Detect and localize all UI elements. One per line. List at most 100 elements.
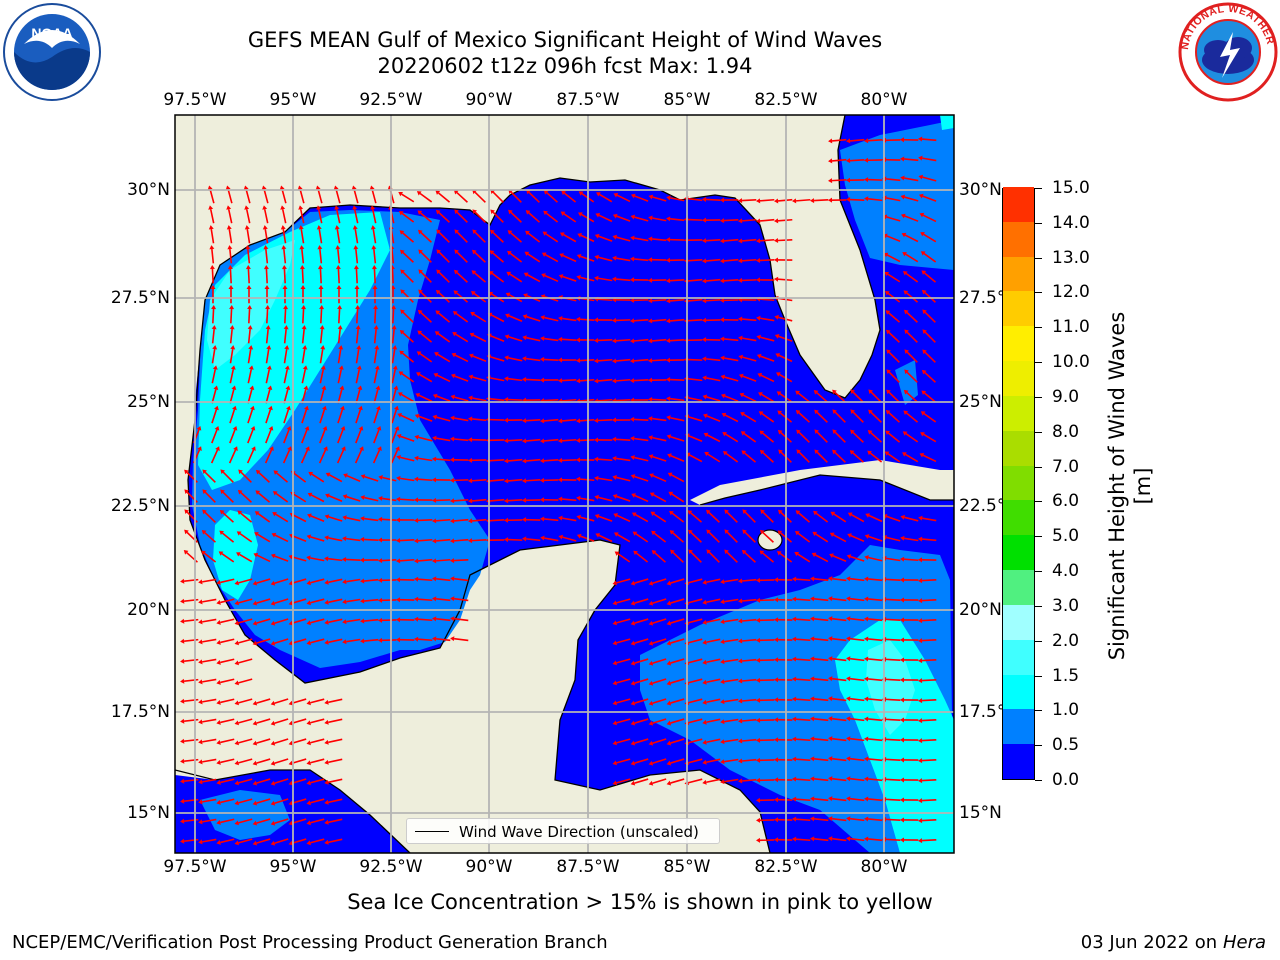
wave-direction-arrowhead bbox=[900, 717, 905, 723]
wave-direction-arrowhead bbox=[400, 309, 405, 315]
wave-direction-arrow bbox=[453, 498, 469, 502]
wave-direction-arrow bbox=[762, 511, 774, 523]
wave-direction-arrow bbox=[266, 308, 269, 324]
wave-direction-arrow bbox=[688, 435, 703, 442]
wave-direction-arrowhead bbox=[303, 385, 309, 391]
wave-direction-arrowhead bbox=[198, 839, 203, 845]
wave-direction-arrow bbox=[849, 577, 865, 582]
wave-direction-arrow bbox=[834, 411, 846, 423]
wave-direction-arrowhead bbox=[828, 756, 833, 762]
wave-direction-arrowhead bbox=[666, 680, 672, 686]
wave-direction-arrow bbox=[670, 678, 685, 684]
wave-direction-arrowhead bbox=[576, 254, 582, 259]
wave-direction-arrowhead bbox=[666, 760, 672, 766]
wave-direction-arrow bbox=[706, 678, 721, 684]
wave-direction-arrowhead bbox=[522, 438, 527, 444]
colorbar-tick-label: 15.0 bbox=[1052, 178, 1090, 198]
wave-direction-arrowhead bbox=[371, 265, 377, 270]
colorbar-band bbox=[1003, 604, 1034, 640]
wave-direction-arrow bbox=[634, 718, 649, 724]
wave-direction-arrow bbox=[293, 472, 307, 483]
wave-direction-arrowhead bbox=[432, 456, 437, 462]
wave-direction-arrow bbox=[240, 471, 252, 483]
wave-direction-arrow bbox=[256, 578, 271, 584]
wave-direction-arrowhead bbox=[814, 409, 819, 415]
colorbar-band bbox=[1003, 534, 1034, 571]
wave-direction-arrowhead bbox=[810, 656, 815, 662]
wave-direction-arrowhead bbox=[828, 197, 833, 203]
y-tick-label-right: 22.5° bbox=[959, 496, 1006, 516]
wave-direction-arrowhead bbox=[724, 529, 729, 534]
wave-direction-arrowhead bbox=[900, 194, 906, 200]
wave-direction-arrowhead bbox=[226, 205, 232, 210]
wave-direction-arrowhead bbox=[378, 516, 383, 522]
wave-direction-arrowhead bbox=[198, 599, 203, 605]
wave-direction-arrow bbox=[435, 578, 451, 582]
wave-direction-arrowhead bbox=[630, 474, 636, 479]
wave-direction-arrowhead bbox=[229, 305, 235, 310]
wave-direction-arrowhead bbox=[720, 659, 725, 665]
wave-direction-arrowhead bbox=[248, 365, 254, 370]
wave-direction-arrow bbox=[706, 738, 721, 744]
wave-direction-arrow bbox=[337, 369, 343, 384]
wave-direction-arrowhead bbox=[612, 378, 617, 384]
wave-direction-arrow bbox=[438, 312, 451, 323]
wave-direction-arrow bbox=[741, 238, 757, 242]
wave-direction-arrow bbox=[247, 369, 253, 384]
wave-direction-arrow bbox=[211, 328, 215, 344]
wave-direction-arrowhead bbox=[435, 209, 441, 215]
wave-direction-arrowhead bbox=[774, 198, 779, 204]
wave-direction-arrow bbox=[708, 511, 720, 523]
wave-direction-arrowhead bbox=[342, 494, 348, 500]
wave-direction-arrow bbox=[391, 248, 395, 264]
colorbar-tick bbox=[1035, 431, 1042, 433]
wave-direction-arrow bbox=[868, 514, 883, 523]
wave-direction-arrowhead bbox=[234, 620, 240, 626]
wave-direction-arrowhead bbox=[541, 273, 546, 278]
wave-direction-arrowhead bbox=[396, 577, 401, 583]
wave-direction-arrowhead bbox=[452, 332, 457, 337]
wave-direction-arrow bbox=[399, 498, 415, 502]
wave-direction-arrow bbox=[256, 838, 271, 844]
wave-direction-arrowhead bbox=[559, 232, 565, 237]
wave-direction-arrow bbox=[346, 516, 361, 522]
sea-ice-footnote: Sea Ice Concentration > 15% is shown in … bbox=[347, 890, 933, 914]
colorbar-tick-label: 0.5 bbox=[1052, 735, 1080, 756]
wave-direction-arrow bbox=[795, 598, 811, 602]
wave-direction-arrow bbox=[274, 818, 289, 824]
wave-direction-arrowhead bbox=[378, 475, 383, 480]
wave-direction-arrow bbox=[310, 578, 325, 584]
wave-direction-arrowhead bbox=[796, 449, 801, 454]
wave-direction-arrowhead bbox=[372, 285, 378, 289]
wave-direction-arrowhead bbox=[830, 511, 836, 517]
wave-direction-arrow bbox=[474, 191, 486, 203]
wave-direction-arrow bbox=[813, 698, 829, 702]
wave-direction-arrow bbox=[238, 658, 253, 664]
wave-direction-arrow bbox=[885, 818, 901, 821]
wave-direction-arrow bbox=[525, 378, 541, 381]
wave-direction-arrowhead bbox=[416, 372, 421, 377]
wave-direction-arrow bbox=[292, 514, 307, 523]
wave-direction-arrowhead bbox=[417, 309, 423, 315]
wave-direction-arrowhead bbox=[208, 205, 214, 210]
wave-direction-arrow bbox=[706, 415, 721, 422]
wave-direction-arrow bbox=[328, 738, 343, 744]
wave-direction-arrowhead bbox=[722, 432, 727, 437]
wave-direction-arrow bbox=[292, 556, 307, 562]
wave-direction-arrow bbox=[723, 219, 739, 222]
wave-direction-arrow bbox=[220, 738, 235, 744]
wave-direction-arrowhead bbox=[810, 776, 815, 782]
wave-direction-arrowhead bbox=[903, 389, 909, 395]
wave-direction-arrow bbox=[831, 179, 847, 182]
wave-direction-arrowhead bbox=[576, 476, 581, 482]
wave-direction-arrowhead bbox=[324, 619, 329, 625]
wave-direction-arrow bbox=[670, 718, 685, 724]
wave-direction-arrowhead bbox=[272, 491, 278, 496]
wave-direction-arrowhead bbox=[396, 454, 401, 460]
wave-direction-arrowhead bbox=[400, 289, 405, 294]
wave-direction-arrow bbox=[816, 392, 828, 403]
wave-direction-arrowhead bbox=[417, 229, 423, 235]
wave-direction-arrow bbox=[544, 537, 559, 542]
wave-direction-arrowhead bbox=[828, 716, 833, 722]
colorbar-band bbox=[1003, 569, 1034, 605]
